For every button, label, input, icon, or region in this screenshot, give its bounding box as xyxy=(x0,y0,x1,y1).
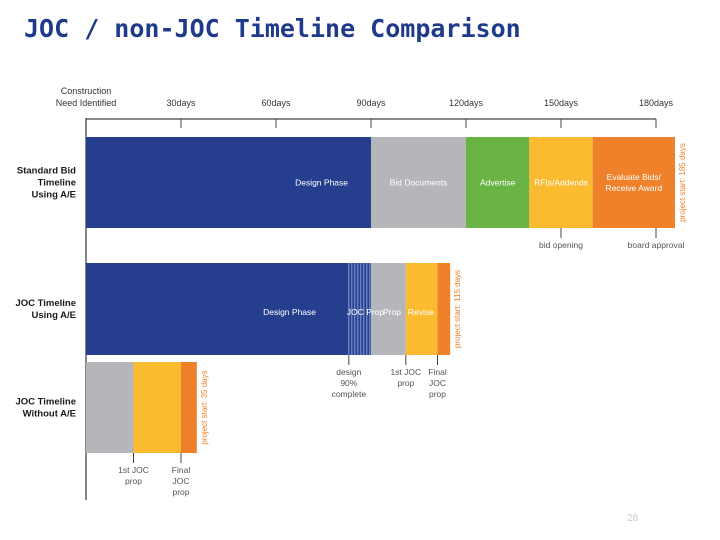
duration-note: project start: 185 days xyxy=(678,143,687,222)
segment-label: JOC Prop xyxy=(347,307,385,317)
segment-label: Revise xyxy=(408,307,434,317)
marker-label: JOC xyxy=(429,378,446,388)
timeline-segment xyxy=(405,263,438,355)
segment-label: RFIs/Addends xyxy=(534,178,588,188)
axis-tick-label: 150days xyxy=(544,98,579,108)
segment-label: Advertise xyxy=(480,178,516,188)
axis-origin-label: Construction xyxy=(61,86,112,96)
segment-label: Prop xyxy=(383,307,401,317)
marker-label: 90% xyxy=(340,378,357,388)
row-label: Timeline xyxy=(38,178,76,189)
marker-label: Final xyxy=(172,465,191,475)
marker-label: prop xyxy=(429,389,446,399)
marker-label: JOC xyxy=(173,476,190,486)
row-label: Standard Bid xyxy=(17,166,76,177)
slide-title: JOC / non-JOC Timeline Comparison xyxy=(24,14,521,43)
timeline-segment xyxy=(466,137,530,228)
marker-label: prop xyxy=(125,476,142,486)
marker-label: complete xyxy=(332,389,367,399)
axis-tick-label: 180days xyxy=(639,98,674,108)
timeline-segment xyxy=(371,263,406,355)
marker-label: design xyxy=(336,367,361,377)
slide-number: 28 xyxy=(627,513,639,524)
marker-label: Final xyxy=(428,367,447,377)
row-label: Using A/E xyxy=(31,310,76,321)
duration-note: project start: 115 days xyxy=(453,270,462,348)
row-label: JOC Timeline xyxy=(15,397,76,408)
marker-label: prop xyxy=(172,487,189,497)
marker-label: board approval xyxy=(628,240,685,250)
timeline-segment xyxy=(86,137,371,228)
segment-label: Evaluate Bids/ xyxy=(607,172,662,182)
timeline-segment xyxy=(86,263,371,355)
timeline-segment xyxy=(529,137,593,228)
marker-label: 1st JOC xyxy=(390,367,421,377)
axis-tick-label: 60days xyxy=(261,98,291,108)
row-label: Using A/E xyxy=(31,190,76,201)
timeline-segment xyxy=(437,263,451,355)
segment-label: Receive Award xyxy=(606,183,663,193)
marker-label: prop xyxy=(397,378,414,388)
axis-tick-label: 30days xyxy=(166,98,196,108)
timeline-segment xyxy=(133,362,181,453)
duration-note: project start: 35 days xyxy=(200,370,209,444)
row-label: JOC Timeline xyxy=(15,298,76,309)
segment-label: Bid Documents xyxy=(390,178,448,188)
timeline-segment xyxy=(181,362,197,453)
axis-tick-label: 120days xyxy=(449,98,484,108)
timeline-segment xyxy=(371,137,466,228)
timeline-segment xyxy=(592,137,675,228)
timeline-segment xyxy=(86,362,134,453)
axis-origin-label: Need Identified xyxy=(56,98,117,108)
axis-tick-label: 90days xyxy=(356,98,386,108)
segment-label: Design Phase xyxy=(263,307,316,317)
marker-label: bid opening xyxy=(539,240,583,250)
row-label: Without A/E xyxy=(23,409,76,420)
marker-label: 1st JOC xyxy=(118,465,149,475)
segment-label: Design Phase xyxy=(295,178,348,188)
